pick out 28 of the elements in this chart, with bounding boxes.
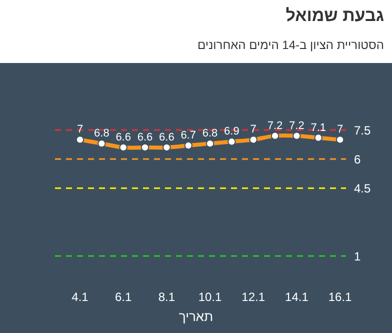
x-tick-label: 6.1 <box>114 290 132 304</box>
data-label: 6.6 <box>137 131 153 144</box>
ref-line-label: 1 <box>354 250 361 264</box>
data-label: 6.6 <box>159 131 174 144</box>
data-label: 7.2 <box>267 120 283 132</box>
ref-line-label: 6 <box>354 152 361 167</box>
x-tick-label: 16.1 <box>328 290 352 304</box>
ref-line-label: 7.5 <box>354 124 372 138</box>
data-label: 6.7 <box>180 130 196 142</box>
chart-title: גבעת שמואל <box>286 6 384 26</box>
x-tick-label: 8.1 <box>158 290 176 304</box>
data-label: 7.2 <box>289 120 304 132</box>
data-label: 6.6 <box>116 131 131 144</box>
ref-line: 6 <box>55 152 361 167</box>
x-tick-label: 4.1 <box>72 290 89 304</box>
data-label: 6.8 <box>202 128 218 140</box>
x-axis-title: תאריך <box>178 309 214 324</box>
x-tick-label: 12.1 <box>242 290 266 304</box>
x-tick-label: 10.1 <box>198 290 222 304</box>
ref-line-label: 4.5 <box>354 182 372 196</box>
data-label: 6.9 <box>224 126 240 138</box>
x-tick-label: 14.1 <box>285 290 309 304</box>
data-label: 7 <box>250 124 256 136</box>
data-label: 6.8 <box>94 128 110 140</box>
data-label: 7 <box>336 124 344 136</box>
ref-line: 4.5 <box>55 182 371 196</box>
ref-line: 1 <box>55 250 361 264</box>
chart-subtitle: הסטוריית הציון ב-14 הימים האחרונים <box>198 38 384 52</box>
